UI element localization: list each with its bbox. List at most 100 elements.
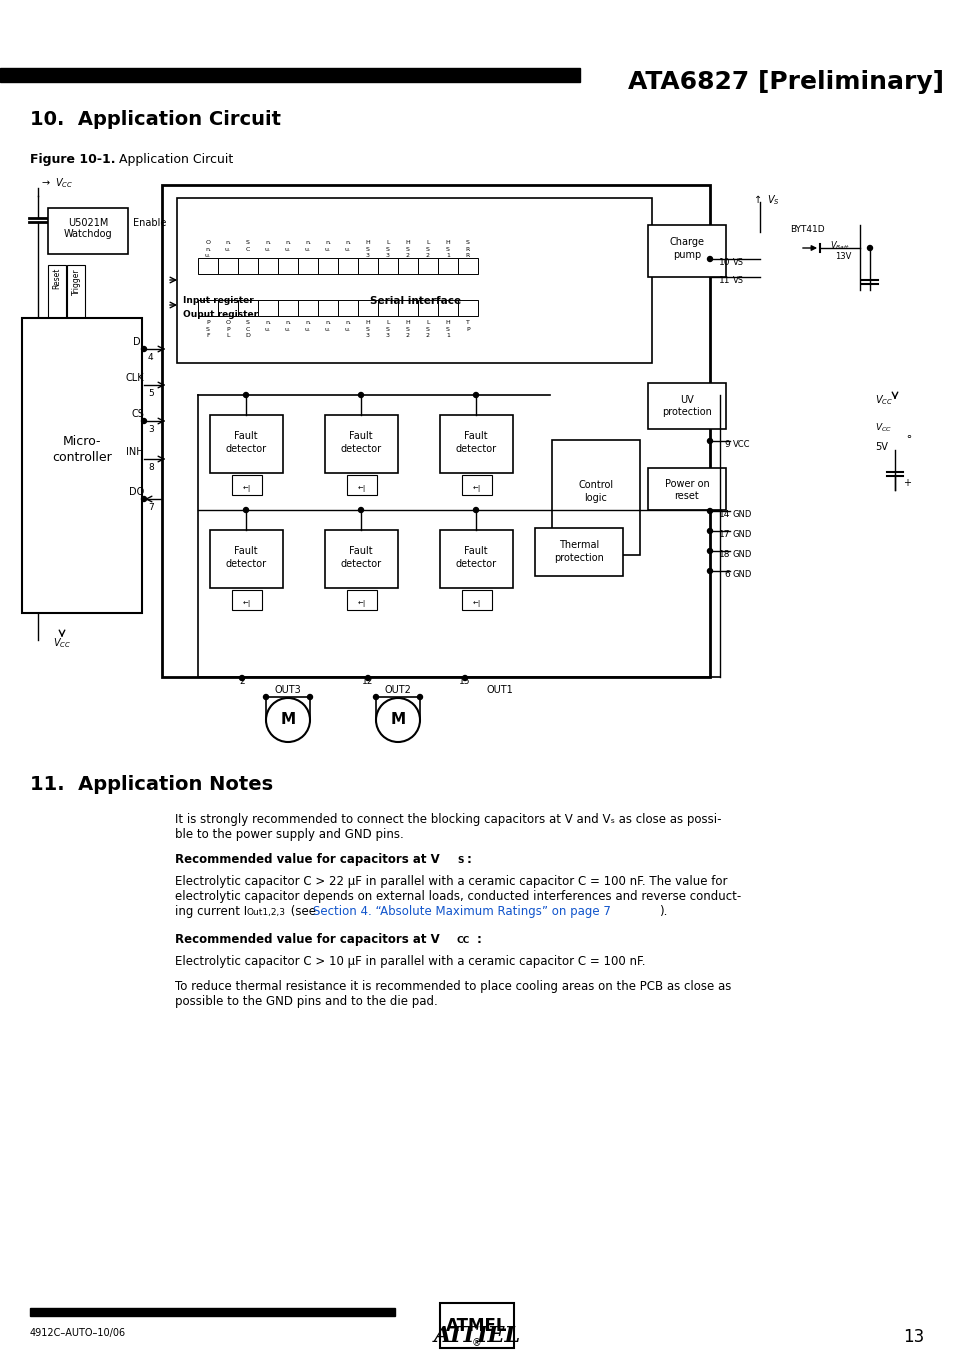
Text: Fault: Fault bbox=[349, 546, 373, 557]
Text: n.
u.: n. u. bbox=[305, 240, 311, 251]
Bar bbox=[297, 258, 317, 274]
Text: Fault: Fault bbox=[233, 431, 257, 440]
Text: H
S
2: H S 2 bbox=[405, 240, 410, 258]
Bar bbox=[461, 590, 492, 611]
Circle shape bbox=[866, 246, 872, 250]
Text: Electrolytic capacitor C > 10 μF in parallel with a ceramic capacitor C = 100 nF: Electrolytic capacitor C > 10 μF in para… bbox=[174, 955, 645, 969]
Text: 6: 6 bbox=[723, 570, 729, 580]
Text: $V_{Batt}$: $V_{Batt}$ bbox=[829, 240, 849, 253]
Bar bbox=[461, 476, 492, 494]
Text: Recommended value for capacitors at V: Recommended value for capacitors at V bbox=[174, 934, 439, 946]
Text: S
C: S C bbox=[246, 240, 250, 258]
Bar bbox=[325, 415, 397, 473]
Circle shape bbox=[239, 676, 244, 681]
Text: +: + bbox=[902, 478, 910, 488]
Bar bbox=[22, 317, 142, 613]
Text: (see: (see bbox=[287, 905, 319, 917]
Text: n.
u.: n. u. bbox=[265, 240, 271, 251]
Text: OUT2: OUT2 bbox=[384, 685, 411, 694]
Text: Micro-: Micro- bbox=[63, 435, 101, 449]
Bar bbox=[357, 300, 377, 316]
Bar bbox=[218, 300, 237, 316]
Text: 13V: 13V bbox=[834, 253, 850, 261]
Text: Electrolytic capacitor C > 22 μF in parallel with a ceramic capacitor C = 100 nF: Electrolytic capacitor C > 22 μF in para… bbox=[174, 875, 727, 888]
Text: Ouput register: Ouput register bbox=[183, 309, 258, 319]
Text: n.
u.: n. u. bbox=[285, 240, 291, 251]
Text: DI: DI bbox=[133, 336, 144, 347]
Text: ®: ® bbox=[472, 1337, 481, 1348]
Text: 5: 5 bbox=[148, 389, 153, 399]
Text: detector: detector bbox=[455, 559, 497, 569]
Circle shape bbox=[462, 676, 467, 681]
Text: n.
u.: n. u. bbox=[345, 320, 351, 331]
Circle shape bbox=[374, 694, 378, 700]
Text: H
S
2: H S 2 bbox=[405, 320, 410, 338]
Bar bbox=[237, 300, 257, 316]
Bar bbox=[48, 208, 128, 254]
Bar bbox=[67, 265, 85, 320]
Circle shape bbox=[141, 346, 147, 351]
Circle shape bbox=[307, 694, 313, 700]
Text: protection: protection bbox=[554, 553, 603, 563]
Text: reset: reset bbox=[674, 490, 699, 501]
Bar bbox=[347, 590, 376, 611]
Bar bbox=[317, 300, 337, 316]
Text: Reset: Reset bbox=[52, 267, 61, 289]
Text: detector: detector bbox=[455, 444, 497, 454]
Bar bbox=[317, 258, 337, 274]
Text: detector: detector bbox=[340, 559, 381, 569]
Bar bbox=[377, 258, 397, 274]
Circle shape bbox=[141, 497, 147, 501]
Bar bbox=[210, 530, 283, 588]
Text: INH: INH bbox=[126, 447, 144, 457]
Circle shape bbox=[707, 257, 712, 262]
Text: GND: GND bbox=[732, 550, 752, 559]
Text: Enable: Enable bbox=[132, 218, 166, 228]
Bar bbox=[325, 530, 397, 588]
Text: CS: CS bbox=[131, 409, 144, 419]
Text: ←|: ←| bbox=[473, 485, 480, 492]
Text: P
S
F: P S F bbox=[206, 320, 210, 338]
Text: :: : bbox=[476, 934, 481, 946]
Circle shape bbox=[243, 393, 248, 397]
Text: 7: 7 bbox=[148, 504, 153, 512]
Text: controller: controller bbox=[52, 451, 112, 463]
Text: CC: CC bbox=[456, 936, 470, 944]
Bar bbox=[0, 68, 579, 82]
Bar bbox=[552, 440, 639, 555]
Bar bbox=[30, 1308, 395, 1316]
Text: GND: GND bbox=[732, 530, 752, 539]
Text: n.
u.: n. u. bbox=[325, 320, 331, 331]
Text: pump: pump bbox=[672, 250, 700, 259]
Bar bbox=[257, 300, 277, 316]
Bar bbox=[647, 467, 725, 509]
Circle shape bbox=[707, 569, 712, 574]
Text: 12: 12 bbox=[362, 677, 374, 686]
Text: 8: 8 bbox=[148, 463, 153, 473]
Text: BYT41D: BYT41D bbox=[789, 226, 823, 234]
Bar bbox=[439, 1302, 514, 1348]
Text: detector: detector bbox=[225, 559, 266, 569]
Text: 10: 10 bbox=[718, 258, 729, 267]
Text: S
R
R: S R R bbox=[465, 240, 470, 258]
Bar bbox=[257, 258, 277, 274]
Text: S
C
D: S C D bbox=[245, 320, 251, 338]
Text: L
S
2: L S 2 bbox=[426, 320, 430, 338]
Text: O
n.
u.: O n. u. bbox=[205, 240, 211, 258]
Text: Thermal: Thermal bbox=[558, 540, 598, 550]
Text: 11.  Application Notes: 11. Application Notes bbox=[30, 775, 273, 794]
Text: n.
u.: n. u. bbox=[325, 240, 331, 251]
Text: detector: detector bbox=[340, 444, 381, 454]
Text: Control: Control bbox=[578, 480, 613, 490]
Bar bbox=[437, 258, 457, 274]
Circle shape bbox=[417, 694, 422, 700]
Text: possible to the GND pins and to the die pad.: possible to the GND pins and to the die … bbox=[174, 994, 437, 1008]
Text: Figure 10-1.: Figure 10-1. bbox=[30, 153, 115, 166]
Text: T
P: T P bbox=[466, 320, 470, 338]
Text: VS: VS bbox=[732, 276, 743, 285]
Text: ATMEL: ATMEL bbox=[446, 1317, 507, 1335]
Text: 4912C–AUTO–10/06: 4912C–AUTO–10/06 bbox=[30, 1328, 126, 1337]
Circle shape bbox=[358, 393, 363, 397]
Bar bbox=[397, 258, 417, 274]
Text: Fault: Fault bbox=[349, 431, 373, 440]
